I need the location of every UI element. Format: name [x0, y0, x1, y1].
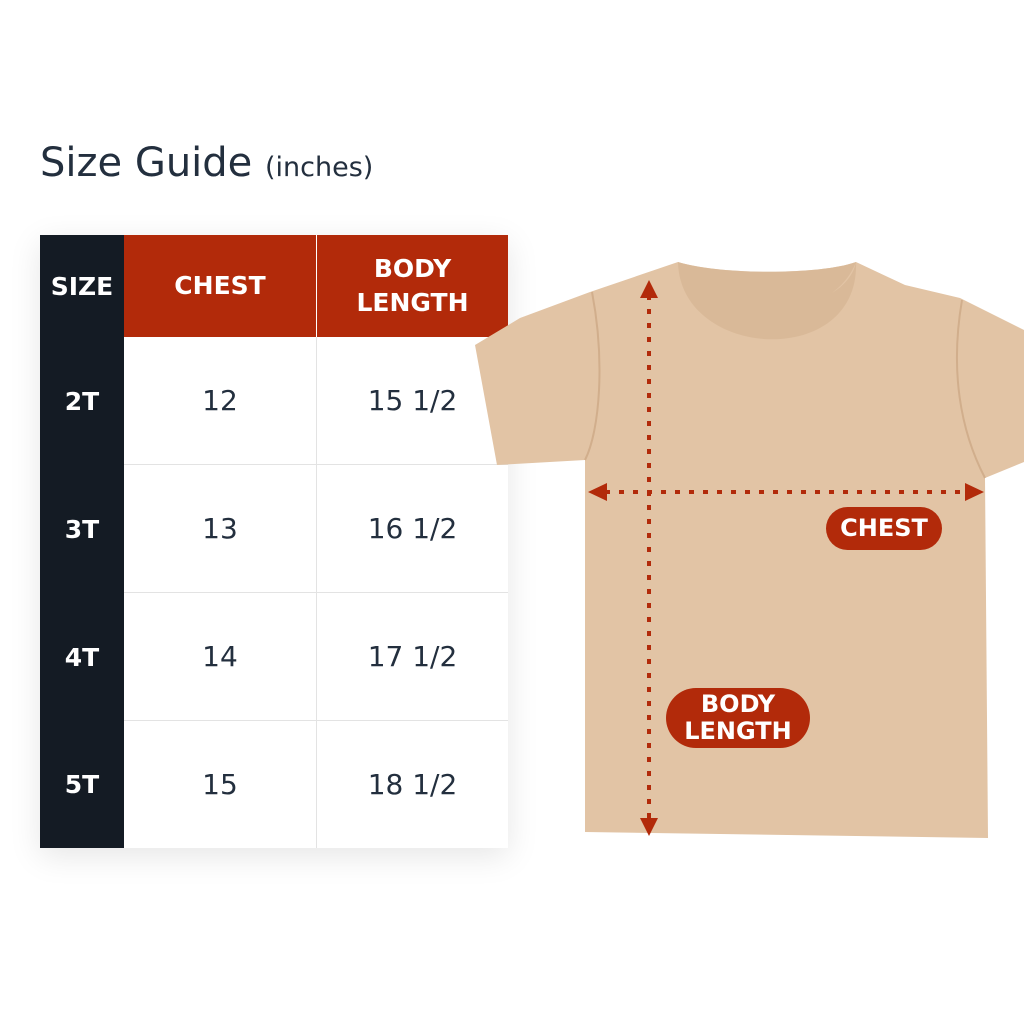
chest-arrow [588, 483, 984, 501]
chest-cell: 13 [124, 465, 317, 593]
table-row: 3T 13 16 1/2 [40, 465, 508, 593]
size-cell: 4T [40, 593, 124, 721]
header-body-length-text: BODY LENGTH [356, 254, 469, 317]
size-cell: 5T [40, 721, 124, 848]
table-header-row: SIZE CHEST BODY LENGTH [40, 235, 508, 337]
size-table: SIZE CHEST BODY LENGTH 2T 12 15 1/2 3T 1… [40, 235, 508, 848]
header-body-length: BODY LENGTH [317, 235, 508, 337]
tshirt-collar [678, 262, 857, 340]
body-length-label-text: BODY LENGTH [684, 690, 792, 745]
table-row: 2T 12 15 1/2 [40, 337, 508, 465]
tshirt-seam [584, 291, 986, 479]
chest-cell: 12 [124, 337, 317, 465]
body-length-cell: 16 1/2 [317, 465, 508, 593]
body-length-cell: 15 1/2 [317, 337, 508, 465]
header-chest: CHEST [124, 235, 317, 337]
chest-cell: 15 [124, 721, 317, 848]
page-title: Size Guide (inches) [40, 140, 373, 186]
body-length-arrow [640, 280, 658, 836]
table-row: 5T 15 18 1/2 [40, 721, 508, 848]
body-length-label: BODY LENGTH [666, 688, 810, 748]
size-cell: 3T [40, 465, 124, 593]
size-cell: 2T [40, 337, 124, 465]
title-text: Size Guide [40, 140, 253, 186]
body-length-cell: 18 1/2 [367, 768, 458, 801]
title-unit: (inches) [265, 152, 374, 183]
body-length-cell: 17 1/2 [317, 593, 508, 721]
table-row: 4T 14 17 1/2 [40, 593, 508, 721]
chest-cell: 14 [124, 593, 317, 721]
tshirt-image [475, 262, 1024, 838]
header-size: SIZE [40, 235, 124, 337]
chest-label: CHEST [826, 507, 942, 550]
